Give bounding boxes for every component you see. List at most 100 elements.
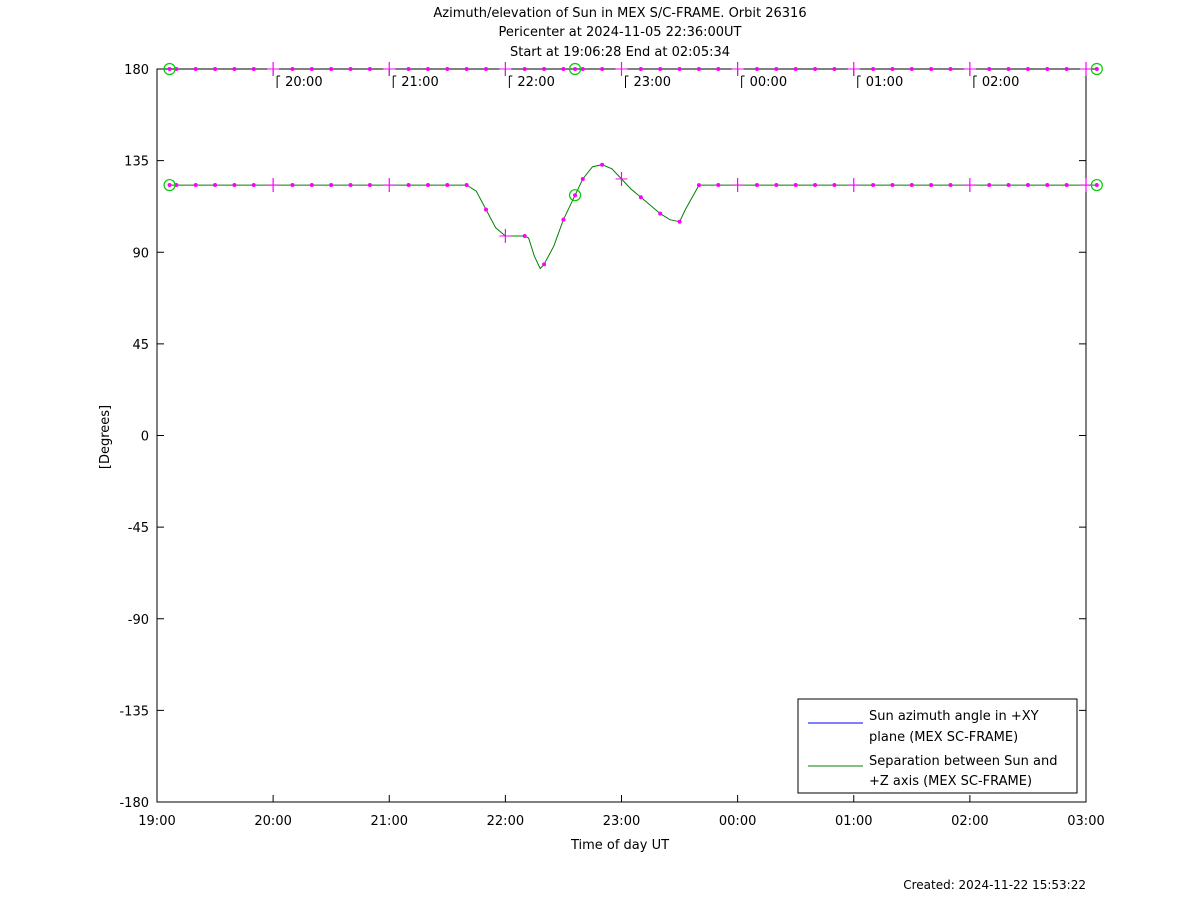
x-axis: 19:00 20:00 21:00 22:00 23:00 00:00 01:00 02:00… (138, 69, 1105, 829)
data-point (573, 67, 578, 71)
data-point (561, 217, 566, 222)
data-point (793, 67, 798, 71)
data-point (716, 183, 721, 188)
data-point (832, 183, 837, 188)
data-point (1094, 183, 1099, 188)
data-point (251, 183, 256, 188)
data-point (406, 183, 411, 188)
data-point (754, 183, 759, 188)
data-point (1064, 183, 1069, 188)
hour-marker-label: 22:00 (517, 75, 554, 90)
hour-marker-label: 21:00 (401, 75, 438, 90)
data-point (987, 183, 992, 188)
data-point (580, 67, 585, 71)
data-point (348, 67, 353, 71)
x-tick-label: 02:00 (951, 814, 988, 829)
chart-title-line-3: Start at 19:06:28 End at 02:05:34 (510, 45, 730, 60)
data-point (813, 67, 818, 71)
data-point (1045, 183, 1050, 188)
hour-marker-label: 00:00 (750, 75, 787, 90)
data-point (716, 67, 721, 71)
y-axis-label: [Degrees] (98, 405, 113, 469)
y-tick-label: 0 (141, 430, 149, 445)
hour-marker-label: 01:00 (866, 75, 903, 90)
data-point (774, 67, 779, 71)
y-tick-label: 45 (132, 338, 149, 353)
data-point (1025, 183, 1030, 188)
data-point (329, 67, 334, 71)
data-point (542, 262, 547, 267)
x-tick-label: 01:00 (835, 814, 872, 829)
data-point (1064, 67, 1069, 71)
data-point (213, 67, 218, 71)
x-tick-label: 20:00 (254, 814, 291, 829)
legend-label-azimuth-line-2: plane (MEX SC-FRAME) (869, 730, 1018, 745)
data-point (464, 67, 469, 71)
data-point (425, 183, 430, 188)
data-point (309, 67, 314, 71)
data-point (1006, 183, 1011, 188)
data-point (580, 177, 585, 182)
data-point (445, 67, 450, 71)
data-point (948, 67, 953, 71)
data-point (774, 183, 779, 188)
data-point (658, 67, 663, 71)
data-point (638, 67, 643, 71)
y-axis: 180 135 90 45 0 -45 -90 -135 -180 (119, 63, 1086, 811)
data-point (484, 207, 489, 212)
data-point (232, 67, 237, 71)
hour-marker-label: 23:00 (634, 75, 671, 90)
data-point (213, 183, 218, 188)
y-tick-label: -90 (128, 613, 149, 628)
data-point (367, 67, 372, 71)
chart-title-line-1: Azimuth/elevation of Sun in MEX S/C-FRAM… (433, 6, 806, 21)
data-point (677, 219, 682, 224)
legend-box (797, 698, 1078, 794)
data-point (890, 183, 895, 188)
data-point (600, 162, 605, 167)
data-point (890, 67, 895, 71)
data-point (929, 67, 934, 71)
hour-marker-label: 20:00 (285, 75, 322, 90)
data-point (871, 183, 876, 188)
data-markers (163, 62, 1103, 267)
data-point (251, 67, 256, 71)
y-tick-label: -45 (128, 521, 149, 536)
data-point (696, 67, 701, 71)
y-tick-label: 180 (124, 63, 149, 78)
y-tick-label: 90 (132, 246, 149, 261)
data-point (987, 67, 992, 71)
data-point (561, 67, 566, 71)
legend-label-azimuth-line-1: Sun azimuth angle in +XY (869, 709, 1039, 724)
data-point (348, 183, 353, 188)
data-point (167, 67, 172, 71)
data-point (484, 67, 489, 71)
legend-label-separation-line-2: +Z axis (MEX SC-FRAME) (869, 774, 1032, 789)
chart-title-block: Azimuth/elevation of Sun in MEX S/C-FRAM… (433, 6, 806, 60)
x-tick-label: 00:00 (719, 814, 756, 829)
data-point (1094, 67, 1099, 71)
x-tick-label: 19:00 (138, 814, 175, 829)
data-point (309, 183, 314, 188)
hour-marker-label: 02:00 (982, 75, 1019, 90)
data-point (425, 67, 430, 71)
data-point (793, 183, 798, 188)
data-point (406, 67, 411, 71)
data-point (1025, 67, 1030, 71)
event-circle-marker (568, 62, 582, 76)
data-point (754, 67, 759, 71)
x-axis-label: Time of day UT (570, 838, 669, 853)
data-point (290, 67, 295, 71)
data-point (948, 183, 953, 188)
data-point (909, 67, 914, 71)
event-circle-marker (568, 189, 582, 202)
data-point (290, 183, 295, 188)
hour-marker-labels: 20:00 21:00 22:00 23:00 00:00 01:00 02:00 (276, 75, 1019, 90)
y-tick-label: 135 (124, 155, 149, 170)
data-point (522, 233, 527, 238)
event-circle-marker (163, 62, 176, 76)
data-point (638, 195, 643, 200)
data-point (193, 67, 198, 71)
event-circle-marker (163, 178, 176, 192)
series-lines (169, 68, 1097, 270)
